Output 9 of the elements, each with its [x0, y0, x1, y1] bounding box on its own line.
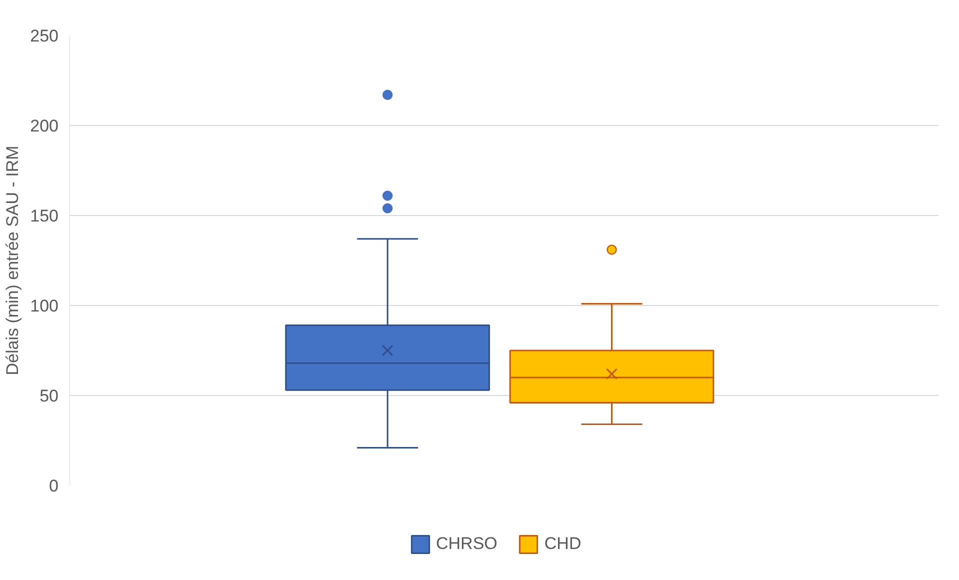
- y-tick-label: 0: [49, 476, 59, 496]
- y-tick-label: 50: [40, 386, 59, 406]
- y-axis-title: Délais (min) entrée SAU - IRM: [3, 146, 22, 376]
- y-tick-label: 200: [30, 116, 59, 136]
- y-tick-label: 250: [30, 26, 59, 46]
- y-tick-label: 150: [30, 206, 59, 226]
- legend-label: CHD: [544, 534, 582, 554]
- y-tick-label: 100: [30, 296, 59, 316]
- legend-label: CHRSO: [436, 534, 498, 554]
